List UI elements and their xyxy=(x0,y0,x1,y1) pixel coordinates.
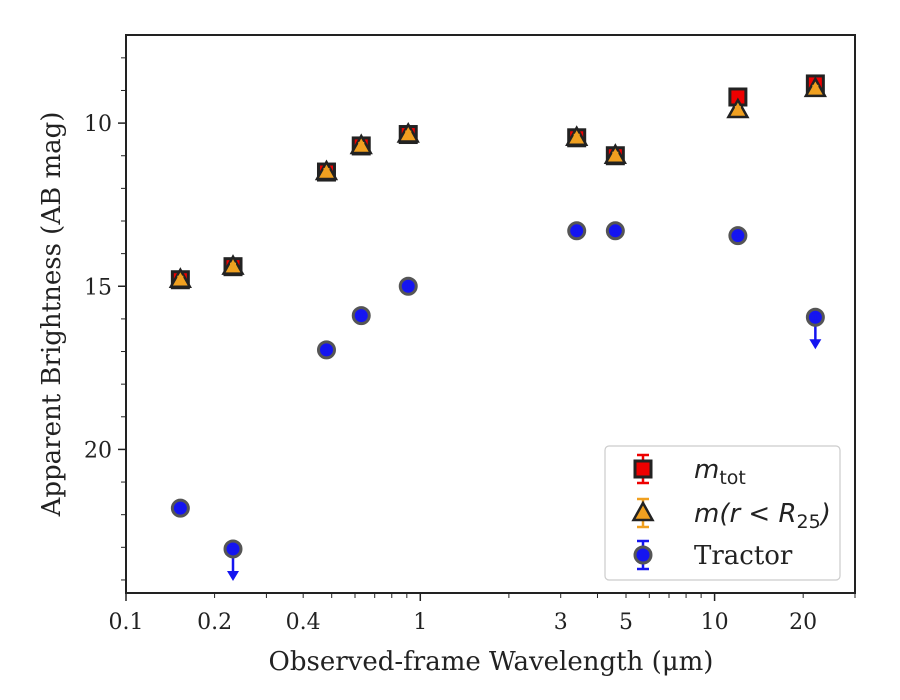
legend-box xyxy=(604,445,841,581)
y-tick-label: 10 xyxy=(84,112,112,137)
x-tick-label: 1 xyxy=(413,610,427,635)
legend-label-tail: ) xyxy=(819,499,831,529)
legend-label-main: m xyxy=(694,455,719,485)
chart-marks xyxy=(168,74,827,581)
y-tick-label: 15 xyxy=(84,275,112,300)
x-tick-label: 0.2 xyxy=(197,610,232,635)
series-2 xyxy=(170,221,825,581)
legend-label-subscript: tot xyxy=(719,467,746,489)
series-0 xyxy=(170,74,825,290)
x-tick-label: 5 xyxy=(619,610,633,635)
y-axis-label: Apparent Brightness (AB mag) xyxy=(37,112,67,518)
legend-label: m(r < R25) xyxy=(694,499,831,533)
y-tick-label: 20 xyxy=(84,438,112,463)
x-axis-label: Observed-frame Wavelength (μm) xyxy=(269,647,714,677)
legend-triangle-marker xyxy=(631,500,655,522)
x-tick-label: 0.1 xyxy=(109,610,144,635)
series-1 xyxy=(168,76,827,288)
legend-label-subscript: 25 xyxy=(797,511,821,533)
legend-label-main: Tractor xyxy=(694,541,793,571)
legend-label: Tractor xyxy=(694,541,793,571)
x-tick-label: 20 xyxy=(789,610,817,635)
x-tick-label: 3 xyxy=(554,610,568,635)
legend: mtot m(r < R25) Tractor xyxy=(604,445,841,581)
upper-limit-arrowhead xyxy=(809,339,822,350)
upper-limit-arrowhead xyxy=(227,570,240,581)
y-axis: 10 15 20 xyxy=(84,57,126,581)
legend-circle-marker xyxy=(633,545,653,565)
x-tick-label: 10 xyxy=(701,610,729,635)
plot-frame xyxy=(125,34,856,594)
x-axis: 0.1 0.2 0.4 1 3 5 10 20 xyxy=(109,593,856,635)
legend-square-marker xyxy=(633,459,653,479)
legend-label-main: m(r < R xyxy=(694,499,797,529)
x-tick-label: 0.4 xyxy=(286,610,321,635)
legend-label: mtot xyxy=(694,455,746,489)
